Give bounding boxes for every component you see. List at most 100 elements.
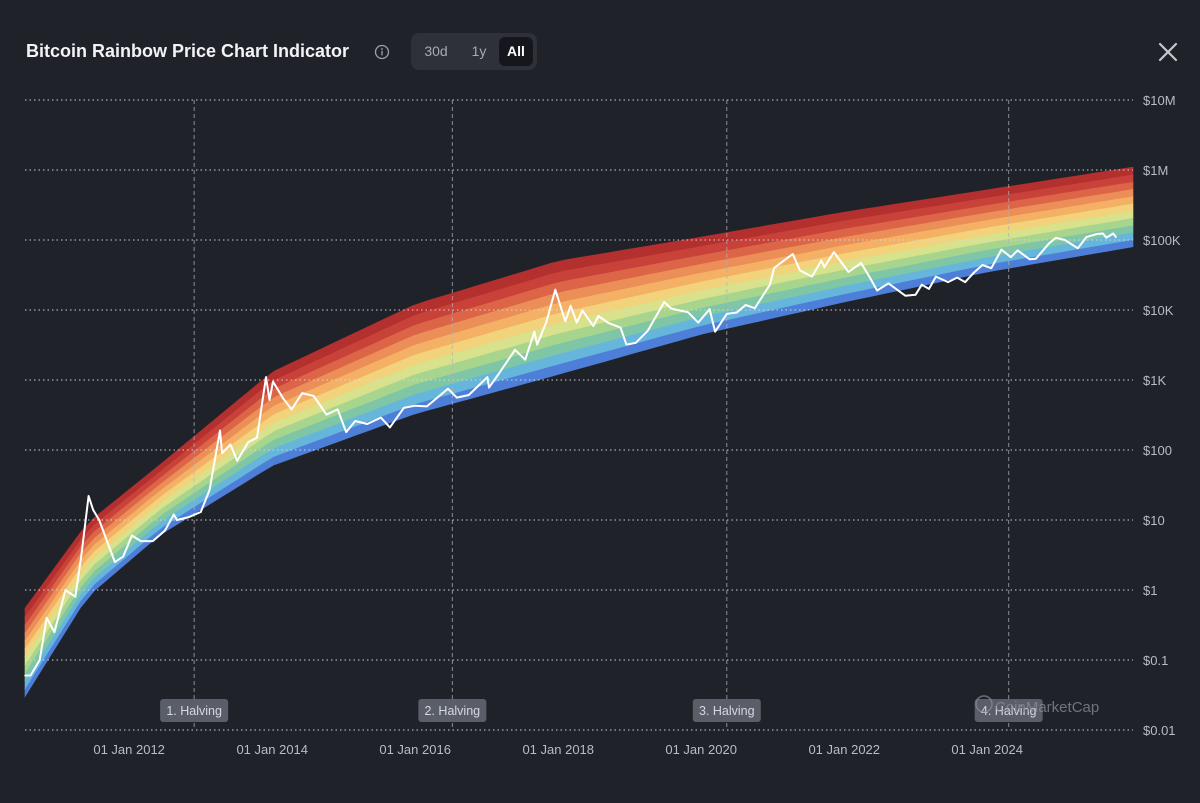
price-point [486,376,489,378]
watermark-text: CoinMarketCap [995,699,1099,716]
price-point [744,304,747,306]
chart-header: Bitcoin Rainbow Price Chart Indicator 30… [0,0,1200,100]
price-point [106,540,108,542]
halving-label: 4. Halving [981,704,1037,718]
price-point [833,251,835,253]
price-point [268,399,271,401]
price-point [98,519,100,521]
price-point [354,420,357,422]
price-point [1077,247,1079,250]
price-point [414,404,416,407]
y-tick-label: $1K [1143,373,1166,388]
price-point [74,596,77,598]
price-point [1010,256,1012,258]
price-point [569,305,572,307]
price-point [533,330,536,333]
price-point [619,326,622,329]
price-point [545,321,548,324]
price-point [564,320,567,323]
price-point [592,325,595,327]
price-point [229,443,232,446]
price-point [876,289,878,292]
price-point [921,283,923,286]
price-point [1016,249,1019,252]
x-tick-label: 01 Jan 2022 [808,742,880,757]
price-point [869,276,871,279]
price-point [524,358,526,361]
price-point [164,530,166,532]
price-point [576,321,578,324]
price-point [887,282,890,285]
price-point [1064,239,1066,241]
price-point [811,275,813,278]
price-point [1096,233,1098,235]
price-point [1115,236,1117,238]
halving-label: 3. Halving [699,704,755,718]
y-axis: $10M $1M $100K $10K $1K $100 $10 $1 $0.1 $0.01 [1143,93,1181,738]
price-point [29,674,32,677]
price-point [114,561,116,563]
rainbow-bands [24,166,1134,698]
range-button-30d[interactable]: 30d [424,43,448,59]
price-point [45,617,48,619]
price-point [312,395,315,397]
price-point [914,294,917,296]
x-axis: 01 Jan 2012 01 Jan 2014 01 Jan 2016 01 Jan … [93,742,1023,757]
close-icon[interactable] [1156,40,1180,64]
x-tick-label: 01 Jan 2018 [522,742,594,757]
price-point [64,589,67,591]
gridlines [25,99,1133,731]
halving-lines [193,100,1010,730]
price-point [38,659,41,661]
price-point [1028,258,1031,261]
price-point [1055,237,1057,239]
y-tick-label: $1M [1143,163,1168,178]
price-point [53,631,56,633]
halving-label: 2. Halving [425,704,481,718]
halving-label-box [160,699,229,722]
price-point [780,261,783,264]
y-tick-label: $10K [1143,303,1174,318]
price-point [769,283,771,286]
price-point [140,540,142,542]
x-tick-label: 01 Jan 2024 [951,742,1023,757]
price-point [380,416,382,419]
price-point [670,307,672,310]
price-point [325,413,328,416]
price-point [488,386,490,389]
halving-label-box [692,699,761,722]
price-point [208,489,211,491]
price-point [736,311,738,314]
price-point [904,294,907,297]
price-point [301,392,304,394]
coinmarketcap-logo-icon [975,695,993,713]
price-point [345,431,348,433]
price-point [754,307,756,310]
price-point [122,555,124,558]
range-button-1y[interactable]: 1y [471,43,487,59]
price-point [282,397,284,400]
y-tick-label: $10M [1143,93,1176,108]
info-icon[interactable] [374,44,390,60]
price-point [972,272,975,274]
price-point [219,429,221,432]
price-point [1102,232,1104,235]
price-point [1048,242,1050,244]
price-point [663,301,665,303]
price-point [80,555,82,558]
y-tick-label: $100K [1143,233,1181,248]
price-point [554,288,557,291]
range-button-all[interactable]: All [499,37,533,66]
halving-label: 1. Halving [166,704,222,718]
x-tick-label: 01 Jan 2016 [379,742,451,757]
price-point [1035,257,1037,260]
price-point [456,396,458,399]
price-line [25,232,1117,677]
price-point [773,267,775,269]
price-point [426,405,428,408]
price-point [256,436,258,439]
price-point [1105,236,1108,239]
price-point [336,408,339,411]
price-point [597,315,600,317]
